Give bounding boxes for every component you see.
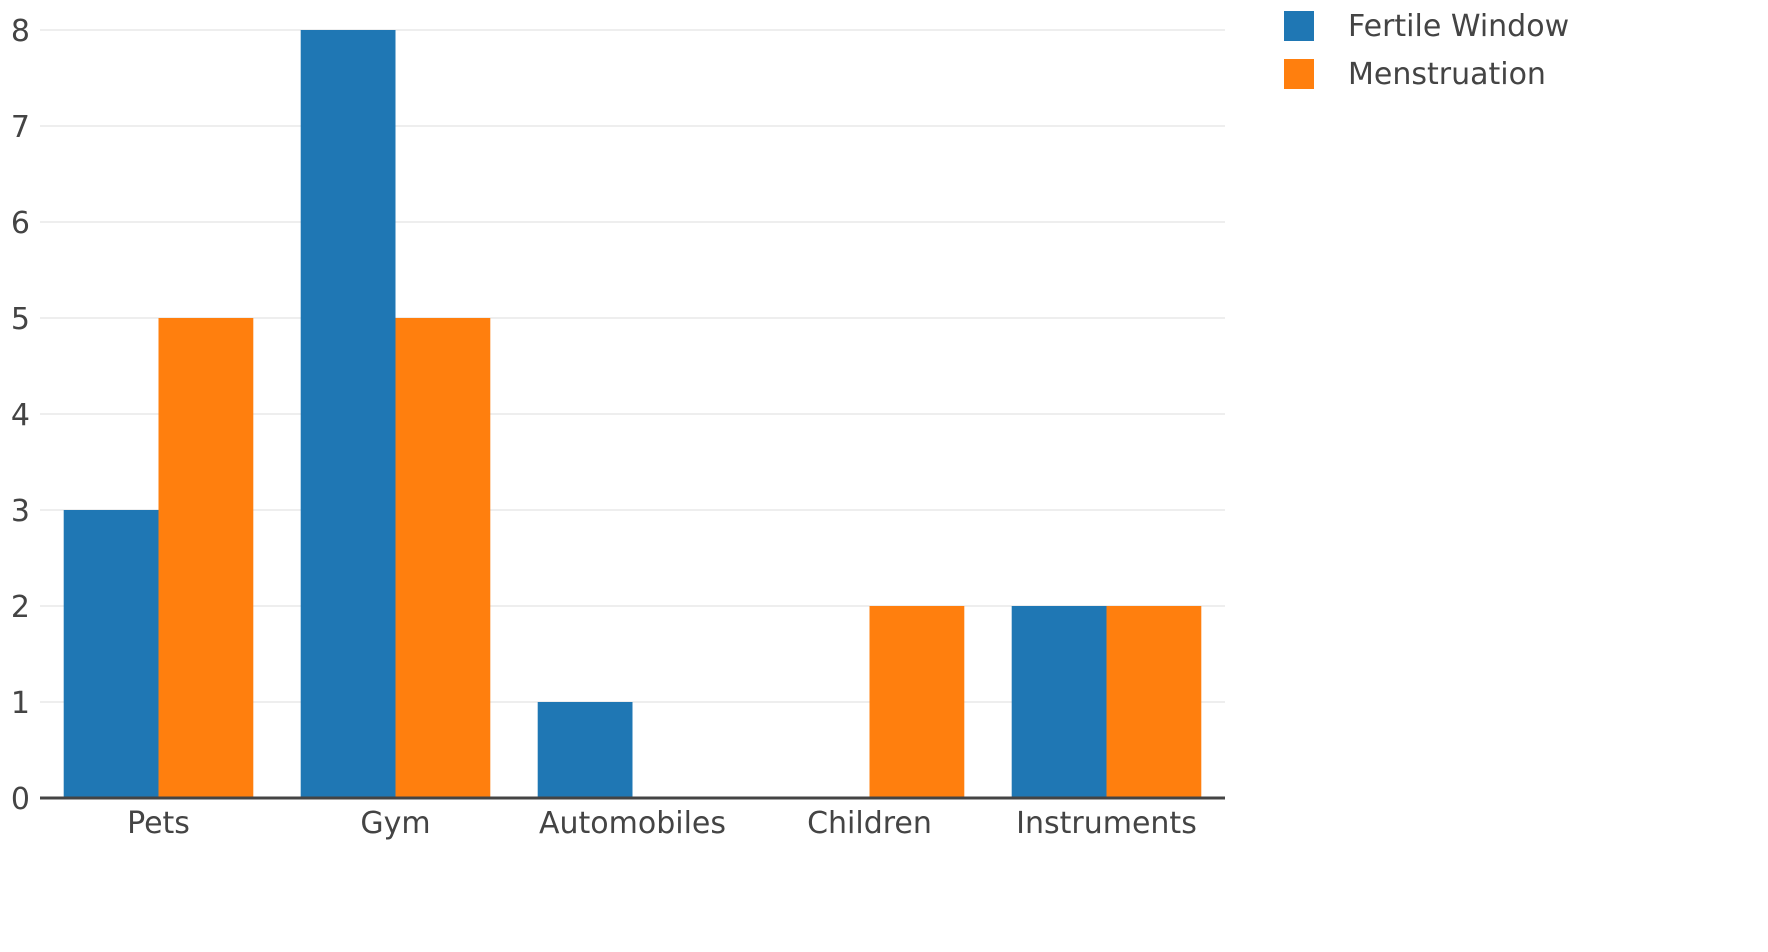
y-tick-label: 6 (11, 206, 30, 241)
legend-item-fertile-window[interactable]: Fertile Window (1284, 9, 1569, 44)
bar-fertile-window-pets[interactable] (63, 510, 159, 798)
y-tick-label: 2 (11, 590, 30, 625)
legend-swatch (1284, 59, 1314, 89)
x-tick-label: Gym (360, 806, 430, 841)
bar-menstruation-pets[interactable] (158, 318, 254, 798)
x-tick-label: Instruments (1016, 806, 1197, 841)
y-axis-tick-labels: 0 1 2 3 4 5 6 7 8 (11, 14, 30, 817)
legend-label: Fertile Window (1348, 9, 1569, 44)
bar-fertile-window-instruments[interactable] (1011, 606, 1107, 798)
x-tick-label: Pets (127, 806, 190, 841)
x-tick-label: Automobiles (539, 806, 726, 841)
y-tick-label: 1 (11, 686, 30, 721)
legend-item-menstruation[interactable]: Menstruation (1284, 57, 1546, 92)
y-tick-label: 3 (11, 494, 30, 529)
y-tick-label: 7 (11, 110, 30, 145)
x-tick-label: Children (807, 806, 932, 841)
y-tick-label: 0 (11, 782, 30, 817)
legend-swatch (1284, 11, 1314, 41)
y-tick-label: 8 (11, 14, 30, 49)
y-tick-label: 5 (11, 302, 30, 337)
x-axis-tick-labels: Pets Gym Automobiles Children Instruments (127, 806, 1197, 841)
bar-fertile-window-gym[interactable] (300, 30, 396, 798)
y-tick-label: 4 (11, 398, 30, 433)
bar-fertile-window-automobiles[interactable] (537, 702, 633, 798)
bar-menstruation-children[interactable] (869, 606, 965, 798)
legend[interactable]: Fertile Window Menstruation (1284, 9, 1569, 92)
bars (63, 30, 1202, 798)
bar-menstruation-instruments[interactable] (1106, 606, 1202, 798)
legend-label: Menstruation (1348, 57, 1546, 92)
bar-menstruation-gym[interactable] (395, 318, 491, 798)
